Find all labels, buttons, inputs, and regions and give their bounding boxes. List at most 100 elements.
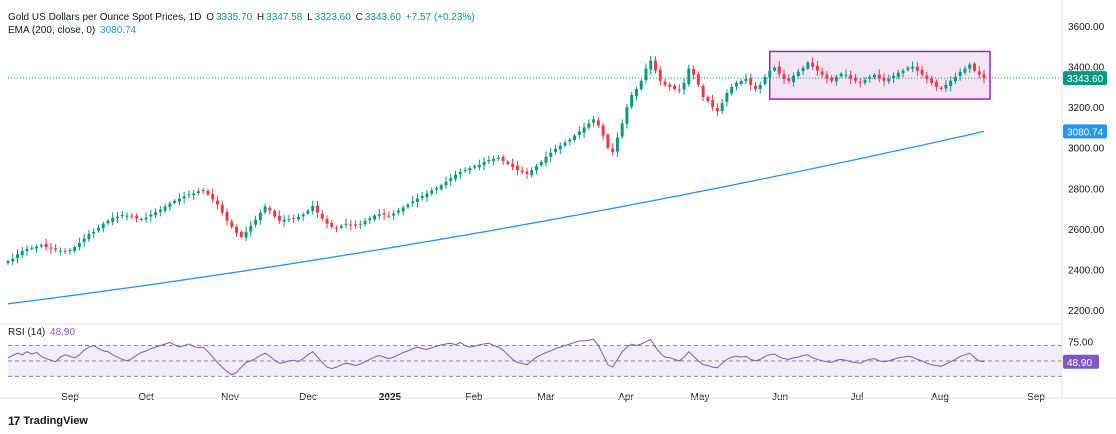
candle-body [339, 225, 343, 228]
candle-body [268, 207, 272, 211]
price-tick-label: 3200.00 [1068, 103, 1105, 114]
low-label: L [307, 12, 313, 23]
candle-body [944, 84, 948, 89]
candle-body [173, 200, 177, 203]
candle-body [330, 223, 334, 227]
tradingview-logo[interactable]: 17 TradingView [8, 414, 88, 428]
candle-body [92, 231, 96, 234]
candle-body [244, 231, 248, 238]
candle-body [801, 67, 805, 71]
candle-body [630, 95, 634, 107]
price-tick-label: 2600.00 [1068, 225, 1105, 236]
candle-body [539, 161, 543, 166]
candle-body [654, 60, 657, 71]
candle-body [644, 68, 648, 81]
candle-body [915, 66, 919, 71]
candle-body [301, 214, 305, 217]
rsi-value-tag-bg [1063, 354, 1099, 369]
candle-body [368, 218, 372, 221]
candle-body [515, 165, 519, 171]
candle-body [625, 107, 629, 124]
candle-body [853, 78, 857, 81]
candle-body [706, 97, 710, 102]
ema-legend[interactable]: EMA (200, close, 0) 3080.74 [8, 25, 138, 37]
candle-body [834, 76, 838, 82]
candle-body [468, 168, 472, 171]
candle-body [349, 224, 353, 226]
candle-body [16, 254, 19, 259]
candle-body [154, 212, 158, 216]
candle-body [449, 178, 453, 181]
candle-body [558, 145, 562, 150]
rsi-tick-label: 75.00 [1068, 338, 1093, 349]
candle-body [577, 131, 581, 136]
candle-body [882, 77, 886, 81]
price-tick-label: 3400.00 [1068, 63, 1105, 74]
candle-body [844, 74, 848, 76]
candle-body [296, 216, 300, 220]
candle-body [530, 170, 534, 176]
candle-body [487, 159, 491, 162]
candle-body [592, 119, 596, 123]
candle-body [406, 204, 410, 208]
candle-body [315, 205, 319, 213]
candle-body [30, 247, 34, 249]
candle-body [982, 74, 986, 79]
candle-body [501, 156, 505, 161]
rsi-legend[interactable]: RSI (14) 48.90 [8, 327, 77, 339]
candle-body [282, 219, 286, 222]
rsi-value: 48.90 [50, 327, 76, 338]
candle-body [773, 67, 776, 71]
open-value: 3335.70 [215, 12, 253, 23]
candle-body [796, 71, 800, 77]
candle-body [201, 190, 205, 192]
candle-body [606, 134, 610, 148]
candle-body [335, 227, 338, 229]
candle-body [430, 190, 434, 194]
candle-body [892, 75, 896, 79]
rsi-pane [7, 338, 1062, 377]
candle-body [868, 76, 872, 79]
candle-body [763, 76, 767, 84]
candle-body [358, 223, 362, 225]
candle-body [54, 248, 58, 250]
candle-body [20, 251, 24, 256]
candle-body [587, 123, 591, 128]
candle-body [720, 103, 724, 111]
candle-body [73, 247, 77, 252]
candle-body [25, 249, 29, 252]
candle-body [287, 219, 291, 221]
candle-body [125, 215, 129, 217]
candle-body [615, 137, 619, 152]
candle-body [101, 223, 105, 229]
candle-body [863, 79, 867, 83]
candle-body [292, 218, 296, 220]
candle-body [811, 62, 815, 67]
symbol-header[interactable]: Gold US Dollars per Ounce Spot Prices, 1… [8, 12, 477, 24]
candle-body [377, 214, 381, 216]
candle-body [58, 250, 62, 252]
candle-body [225, 211, 229, 221]
candle-body [715, 107, 719, 112]
candle-body [634, 88, 638, 97]
candle-body [496, 157, 500, 159]
price-axis: 2200.00 2400.00 2600.00 2800.00 3000.00 3200.… [1063, 22, 1107, 317]
candle-body [6, 261, 10, 264]
candle-body [739, 80, 743, 85]
candle-body [787, 78, 791, 81]
candle-body [725, 93, 729, 102]
candle-body [753, 85, 757, 89]
candle-body [973, 63, 976, 71]
candle-body [849, 75, 853, 79]
rsi-label: RSI (14) [8, 327, 46, 338]
candle-body [934, 81, 938, 87]
candle-body [216, 200, 219, 205]
candle-body [320, 213, 324, 219]
candle-body [187, 194, 191, 196]
candle-body [701, 85, 705, 98]
low-value: 3323.60 [314, 12, 351, 23]
candle-body [149, 214, 153, 217]
candle-body [920, 69, 924, 75]
ema-200-line [7, 130, 985, 305]
